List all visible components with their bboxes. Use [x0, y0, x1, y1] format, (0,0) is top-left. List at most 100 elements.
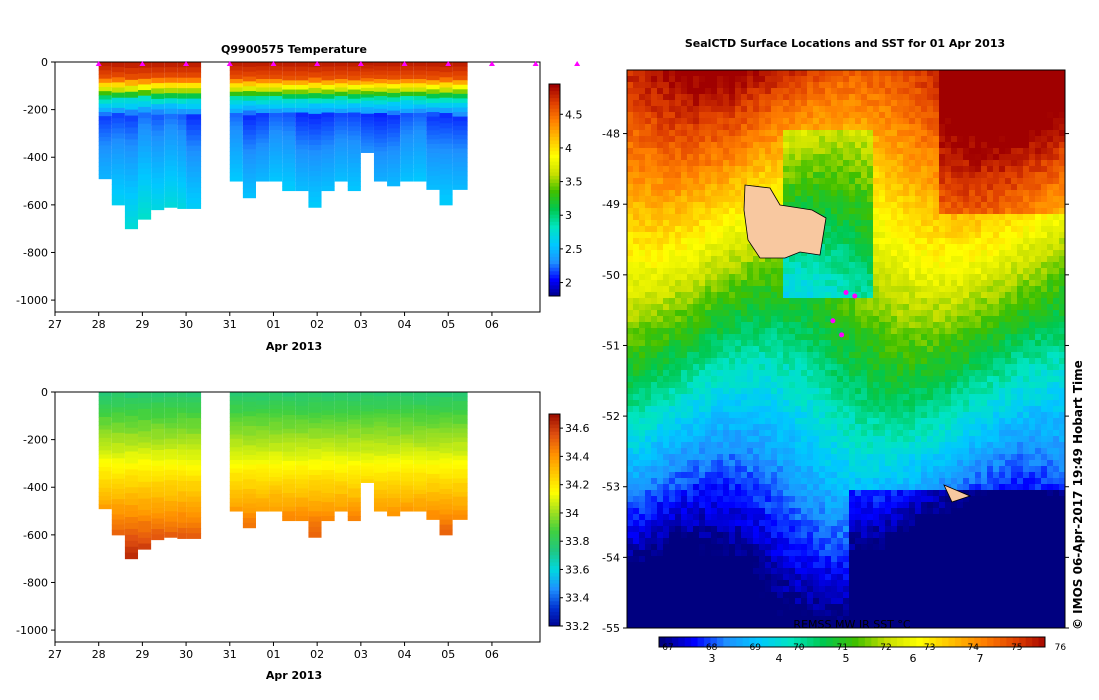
profile-cell	[229, 409, 243, 414]
sst-cell	[993, 76, 1000, 83]
sst-cell	[993, 70, 1000, 77]
sst-cell	[801, 280, 808, 287]
sst-cell	[993, 250, 1000, 257]
sst-cell	[699, 220, 706, 227]
sst-cell	[879, 232, 886, 239]
sst-cell	[885, 244, 892, 251]
profile-cell	[111, 77, 125, 83]
sst-cell	[789, 310, 796, 317]
sst-cell	[807, 148, 814, 155]
sst-cell	[867, 112, 874, 119]
sst-cell	[711, 292, 718, 299]
sst-cell	[735, 334, 742, 341]
sst-cell	[645, 160, 652, 167]
profile-cell	[400, 472, 414, 478]
profile-cell	[373, 62, 388, 67]
sst-cell	[879, 124, 886, 131]
sst-cell	[801, 118, 808, 125]
sst-cell	[861, 304, 868, 311]
profile-cell	[177, 197, 187, 204]
sst-cell	[903, 274, 910, 281]
sst-cell	[729, 190, 736, 197]
profile-cell	[295, 158, 309, 164]
sst-cell	[687, 340, 694, 347]
sst-cell	[801, 190, 808, 197]
sst-cell	[867, 184, 874, 191]
sst-cell	[951, 82, 958, 89]
profile-cell	[255, 62, 270, 67]
sst-cell	[663, 322, 670, 329]
profile-cell	[413, 96, 427, 101]
profile-cell	[151, 397, 165, 404]
profile-cell	[98, 487, 112, 493]
sst-cell	[903, 334, 910, 341]
sst-cell	[837, 160, 844, 167]
sst-cell	[729, 100, 736, 107]
profile-cell	[229, 417, 243, 423]
sst-cell	[1017, 310, 1024, 317]
sst-cell	[969, 148, 976, 155]
profile-cell	[177, 77, 187, 84]
sst-cell	[687, 112, 694, 119]
colorbar-segment	[549, 456, 560, 461]
sst-cell	[993, 196, 1000, 203]
sst-cell	[879, 262, 886, 269]
sst-cell	[825, 262, 832, 269]
sst-cell	[975, 172, 982, 179]
sst-cell	[645, 82, 652, 89]
sst-cell	[987, 130, 994, 137]
sst-cell	[645, 274, 652, 281]
sst-cell	[663, 190, 670, 197]
sst-cell	[945, 334, 952, 341]
sst-cell	[873, 70, 880, 77]
profile-cell	[373, 477, 388, 482]
sst-cell	[873, 148, 880, 155]
profile-cell	[269, 87, 283, 93]
profile-cell	[308, 170, 322, 177]
sst-cell	[1011, 142, 1018, 149]
sst-cell	[873, 178, 880, 185]
sst-cell	[639, 94, 646, 101]
sst-cell	[705, 322, 712, 329]
sst-cell	[669, 262, 676, 269]
colorbar-segment	[549, 417, 560, 422]
profile-cell	[413, 489, 427, 495]
sst-cell	[963, 298, 970, 305]
sst-cell	[651, 154, 658, 161]
sst-cell	[909, 70, 916, 77]
profile-cell	[295, 460, 309, 466]
profile-cell	[177, 67, 187, 73]
sst-cell	[1059, 274, 1066, 281]
sst-cell	[825, 202, 832, 209]
sst-cell	[1041, 280, 1048, 287]
sst-cell	[645, 112, 652, 119]
sst-cell	[723, 238, 730, 245]
profile-cell	[242, 392, 256, 398]
sst-cell	[675, 226, 682, 233]
sst-cell	[933, 94, 940, 101]
sst-cell	[921, 310, 928, 317]
sst-cell	[699, 82, 706, 89]
sst-cell	[783, 82, 790, 89]
profile-cell	[360, 78, 374, 82]
profile-cell	[255, 468, 270, 474]
sst-cell	[657, 250, 664, 257]
sst-cell	[951, 280, 958, 287]
sst-cell	[825, 298, 832, 305]
sst-cell	[633, 220, 640, 227]
profile-cell	[111, 174, 125, 180]
sst-cell	[1059, 136, 1066, 143]
sst-cell	[663, 334, 670, 341]
sst-cell	[903, 196, 910, 203]
sst-cell	[729, 94, 736, 101]
sst-cell	[1005, 154, 1012, 161]
profile-cell	[282, 107, 296, 114]
profile-cell	[98, 496, 112, 501]
profile-cell	[452, 460, 468, 466]
sst-cell	[723, 280, 730, 287]
sst-cell	[837, 178, 844, 185]
profile-cell	[186, 135, 202, 141]
profile-cell	[347, 80, 361, 86]
sst-cell	[1005, 286, 1012, 293]
sst-cell	[723, 208, 730, 215]
